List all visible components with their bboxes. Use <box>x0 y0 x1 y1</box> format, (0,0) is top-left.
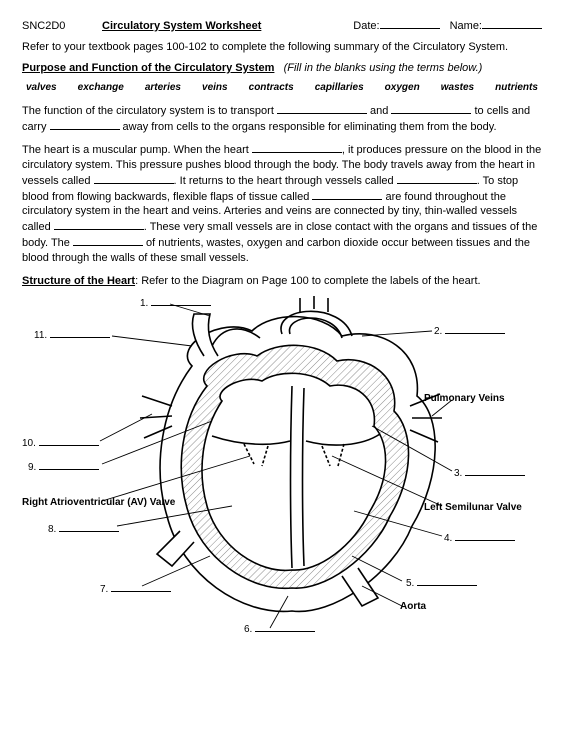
blank-input[interactable] <box>94 173 174 184</box>
word-bank-item: veins <box>202 81 228 95</box>
blank-input[interactable] <box>277 103 367 114</box>
blank-input[interactable] <box>252 142 342 153</box>
label-right-av-valve: Right Atrioventricular (AV) Valve <box>22 496 175 510</box>
word-bank-item: wastes <box>441 81 474 95</box>
word-bank-item: exchange <box>78 81 124 95</box>
date-field[interactable]: Date: <box>353 18 439 34</box>
label-7[interactable]: 7. <box>100 582 171 597</box>
paragraph-2: The heart is a muscular pump. When the h… <box>22 142 542 265</box>
course-code: SNC2D0 <box>22 19 102 34</box>
label-pulmonary-veins: Pulmonary Veins <box>424 392 505 406</box>
worksheet-title: Circulatory System Worksheet <box>102 19 261 34</box>
heart-diagram: 1. 11. 10. 9. Right Atrioventricular (AV… <box>22 296 542 636</box>
blank-input[interactable] <box>54 219 144 230</box>
name-field[interactable]: Name: <box>450 18 542 34</box>
label-8[interactable]: 8. <box>48 522 119 537</box>
word-bank-item: arteries <box>145 81 181 95</box>
label-11[interactable]: 11. <box>34 328 110 343</box>
intro-text: Refer to your textbook pages 100-102 to … <box>22 40 542 55</box>
section1-note: (Fill in the blanks using the terms belo… <box>284 62 483 74</box>
label-1[interactable]: 1. <box>140 296 211 311</box>
blank-input[interactable] <box>397 173 477 184</box>
section2-heading: Structure of the Heart: Refer to the Dia… <box>22 274 542 289</box>
word-bank: valves exchange arteries veins contracts… <box>26 81 538 95</box>
label-2[interactable]: 2. <box>434 324 505 339</box>
label-aorta: Aorta <box>400 600 426 614</box>
header-row: SNC2D0 Circulatory System Worksheet Date… <box>22 18 542 34</box>
blank-input[interactable] <box>312 189 382 200</box>
blank-input[interactable] <box>73 235 143 246</box>
word-bank-item: oxygen <box>385 81 420 95</box>
blank-input[interactable] <box>391 103 471 114</box>
label-3[interactable]: 3. <box>454 466 525 481</box>
section1-heading: Purpose and Function of the Circulatory … <box>22 61 542 76</box>
word-bank-item: contracts <box>249 81 294 95</box>
label-10[interactable]: 10. <box>22 436 99 451</box>
word-bank-item: valves <box>26 81 57 95</box>
label-left-semilunar: Left Semilunar Valve <box>424 501 522 515</box>
word-bank-item: capillaries <box>315 81 364 95</box>
blank-input[interactable] <box>50 119 120 130</box>
label-9[interactable]: 9. <box>28 460 99 475</box>
section2-title: Structure of the Heart <box>22 275 135 287</box>
section2-note: : Refer to the Diagram on Page 100 to co… <box>135 275 481 287</box>
section1-title: Purpose and Function of the Circulatory … <box>22 62 274 74</box>
label-6[interactable]: 6. <box>244 622 315 637</box>
paragraph-1: The function of the circulatory system i… <box>22 103 542 134</box>
label-4[interactable]: 4. <box>444 531 515 546</box>
label-5[interactable]: 5. <box>406 576 477 591</box>
word-bank-item: nutrients <box>495 81 538 95</box>
